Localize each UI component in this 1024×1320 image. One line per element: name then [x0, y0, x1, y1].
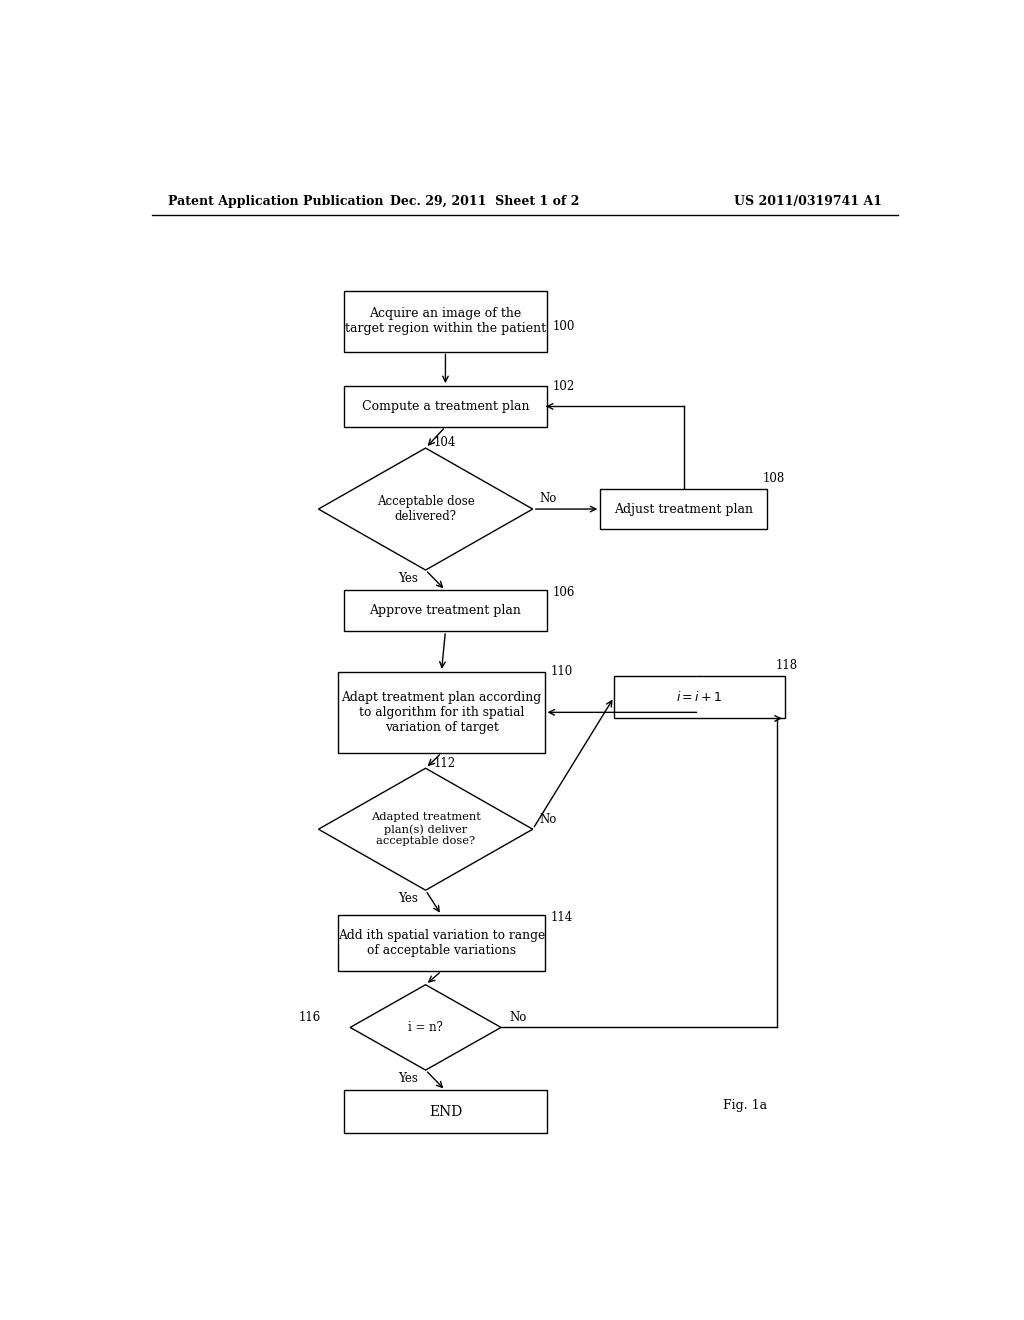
- Text: Adapt treatment plan according
to algorithm for ith spatial
variation of target: Adapt treatment plan according to algori…: [341, 690, 542, 734]
- Polygon shape: [350, 985, 501, 1071]
- Text: Patent Application Publication: Patent Application Publication: [168, 194, 383, 207]
- Text: i = n?: i = n?: [409, 1020, 443, 1034]
- FancyBboxPatch shape: [344, 590, 547, 631]
- Text: No: No: [539, 813, 556, 825]
- Text: Yes: Yes: [397, 572, 418, 585]
- Text: Compute a treatment plan: Compute a treatment plan: [361, 400, 529, 413]
- Text: 114: 114: [551, 911, 573, 924]
- Text: 104: 104: [433, 437, 456, 450]
- Text: 112: 112: [433, 756, 456, 770]
- Text: END: END: [429, 1105, 462, 1119]
- Text: Dec. 29, 2011  Sheet 1 of 2: Dec. 29, 2011 Sheet 1 of 2: [390, 194, 580, 207]
- Text: 116: 116: [299, 1011, 321, 1024]
- Polygon shape: [318, 447, 532, 570]
- Text: 110: 110: [551, 665, 573, 678]
- Text: Acquire an image of the
target region within the patient: Acquire an image of the target region wi…: [345, 308, 546, 335]
- Polygon shape: [318, 768, 532, 890]
- Text: No: No: [539, 492, 556, 506]
- Text: Fig. 1a: Fig. 1a: [723, 1100, 767, 1113]
- FancyBboxPatch shape: [344, 290, 547, 351]
- FancyBboxPatch shape: [344, 385, 547, 426]
- Text: 100: 100: [553, 319, 575, 333]
- FancyBboxPatch shape: [600, 488, 767, 529]
- Text: Add ith spatial variation to range
of acceptable variations: Add ith spatial variation to range of ac…: [338, 929, 545, 957]
- FancyBboxPatch shape: [338, 672, 545, 752]
- Text: 102: 102: [553, 380, 575, 392]
- Text: Acceptable dose
delivered?: Acceptable dose delivered?: [377, 495, 474, 523]
- FancyBboxPatch shape: [338, 915, 545, 972]
- Text: US 2011/0319741 A1: US 2011/0319741 A1: [734, 194, 882, 207]
- Text: Yes: Yes: [397, 892, 418, 904]
- Text: Yes: Yes: [397, 1072, 418, 1085]
- Text: Adjust treatment plan: Adjust treatment plan: [614, 503, 753, 516]
- FancyBboxPatch shape: [614, 676, 784, 718]
- Text: 108: 108: [763, 473, 785, 484]
- Text: 118: 118: [775, 659, 798, 672]
- Text: Adapted treatment
plan(s) deliver
acceptable dose?: Adapted treatment plan(s) deliver accept…: [371, 812, 480, 846]
- FancyBboxPatch shape: [344, 1090, 547, 1133]
- Text: No: No: [509, 1011, 526, 1024]
- Text: 106: 106: [553, 586, 575, 599]
- Text: $i = i + 1$: $i = i + 1$: [676, 690, 723, 704]
- Text: Approve treatment plan: Approve treatment plan: [370, 605, 521, 618]
